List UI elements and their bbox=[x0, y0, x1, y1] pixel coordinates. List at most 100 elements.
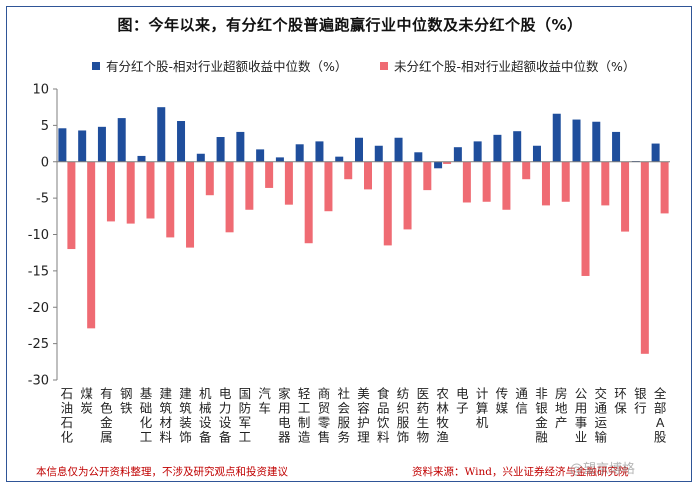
bar-series-2 bbox=[522, 161, 531, 180]
bar-series-1 bbox=[513, 131, 522, 162]
y-tick-label: -15 bbox=[28, 264, 49, 279]
bar-series-2 bbox=[640, 161, 649, 354]
bar-series-2 bbox=[502, 161, 511, 210]
chart-title: 图：今年以来，有分红个股普遍跑赢行业中位数及未分红个股（%） bbox=[117, 16, 583, 34]
x-tick-label: 食品饮料 bbox=[377, 386, 390, 445]
x-tick-label: 银行 bbox=[634, 386, 647, 416]
y-tick-label: -5 bbox=[36, 192, 49, 207]
bar-series-2 bbox=[87, 161, 96, 329]
x-tick-label: 有色金属 bbox=[100, 386, 113, 445]
x-tick-label: 全部 A 股 bbox=[654, 386, 667, 445]
bar-series-2 bbox=[423, 161, 432, 191]
chart-frame bbox=[6, 6, 692, 482]
x-tick-label: 机械设备 bbox=[199, 386, 212, 445]
bar-series-2 bbox=[265, 161, 274, 188]
bar-series-2 bbox=[67, 161, 76, 250]
bar-series-1 bbox=[335, 156, 344, 162]
x-tick-label: 医药生物 bbox=[417, 386, 430, 445]
bar-series-2 bbox=[245, 161, 254, 210]
bar-series-1 bbox=[532, 145, 541, 162]
x-tick-label: 农林牧渔 bbox=[436, 386, 449, 445]
bar-series-1 bbox=[374, 145, 383, 162]
bar-series-1 bbox=[315, 141, 324, 162]
disclaimer-note: 本信息仅为公开资料整理，不涉及研究观点和投资建议 bbox=[36, 466, 288, 478]
x-tick-label: 传媒 bbox=[496, 386, 509, 416]
x-tick-label: 煤炭 bbox=[80, 386, 93, 416]
bar-series-2 bbox=[443, 161, 452, 164]
x-tick-label: 社会服务 bbox=[337, 386, 350, 445]
x-tick-label: 钢铁 bbox=[120, 386, 133, 416]
bar-series-1 bbox=[473, 141, 482, 162]
legend: 有分红个股-相对行业超额收益中位数（%） 未分红个股-相对行业超额收益中位数（%… bbox=[0, 56, 700, 76]
bar-series-1 bbox=[78, 130, 87, 162]
bar-series-1 bbox=[552, 113, 561, 162]
y-tick-label: -10 bbox=[28, 228, 49, 243]
x-tick-label: 交通运输 bbox=[595, 386, 608, 445]
legend-label-series-1: 有分红个股-相对行业超额收益中位数（%） bbox=[106, 59, 348, 74]
bar-series-2 bbox=[561, 161, 570, 202]
watermark: @望京博格 bbox=[570, 462, 636, 477]
source-note: 资料来源：Wind，兴业证券经济与金融研究院 bbox=[412, 466, 629, 478]
bar-series-2 bbox=[601, 161, 610, 206]
bar-series-1 bbox=[58, 128, 67, 162]
bar-series-2 bbox=[146, 161, 155, 219]
bar-series-1 bbox=[275, 157, 284, 162]
x-tick-label: 国防军工 bbox=[239, 386, 252, 445]
bar-series-1 bbox=[612, 131, 621, 162]
bar-series-2 bbox=[344, 161, 353, 180]
y-tick-label: -25 bbox=[28, 337, 49, 352]
bar-series-1 bbox=[295, 144, 304, 162]
bar-series-2 bbox=[304, 161, 313, 244]
y-tick-label: 0 bbox=[41, 155, 49, 170]
bar-series-2 bbox=[462, 161, 471, 203]
bar-series-1 bbox=[355, 137, 363, 162]
bar-series-2 bbox=[225, 161, 234, 233]
bar-series-2 bbox=[126, 161, 135, 224]
x-tick-label: 石油石化 bbox=[61, 386, 74, 445]
bar-series-1 bbox=[216, 137, 225, 162]
y-tick-label: -30 bbox=[28, 374, 49, 389]
x-tick-label: 非银金融 bbox=[535, 386, 548, 445]
bar-series-2 bbox=[284, 161, 293, 205]
bar-series-1 bbox=[434, 161, 443, 169]
x-tick-label: 家用电器 bbox=[278, 386, 291, 445]
bar-series-1 bbox=[592, 121, 601, 162]
y-tick-label: 5 bbox=[41, 119, 49, 134]
legend-label-series-2: 未分红个股-相对行业超额收益中位数（%） bbox=[394, 59, 636, 74]
bar-series-2 bbox=[581, 161, 590, 276]
bar-series-2 bbox=[403, 161, 412, 230]
legend-swatch-series-1 bbox=[92, 61, 100, 70]
bar-series-1 bbox=[414, 152, 423, 162]
bar-series-1 bbox=[453, 147, 462, 162]
x-tick-label: 纺织服饰 bbox=[397, 386, 410, 445]
bar-series-1 bbox=[97, 126, 106, 162]
x-tick-label: 环保 bbox=[614, 386, 627, 416]
bar-series-1 bbox=[394, 137, 403, 162]
x-tick-label: 计算机 bbox=[476, 386, 489, 430]
x-tick-label: 汽车 bbox=[258, 386, 271, 416]
y-tick-label: 10 bbox=[32, 83, 49, 98]
x-tick-label: 商贸零售 bbox=[318, 386, 331, 445]
x-tick-label: 公用事业 bbox=[575, 386, 588, 445]
bar-series-2 bbox=[106, 161, 115, 222]
x-tick-label: 建筑材料 bbox=[160, 386, 173, 445]
bar-series-2 bbox=[166, 161, 175, 238]
bar-series-1 bbox=[196, 153, 205, 162]
bar-series-1 bbox=[572, 119, 581, 162]
x-tick-label: 房地产 bbox=[555, 386, 568, 430]
x-tick-label: 建筑装饰 bbox=[179, 386, 192, 445]
bar-series-2 bbox=[324, 161, 333, 212]
bar-series-1 bbox=[157, 107, 166, 162]
bar-series-2 bbox=[205, 161, 214, 196]
x-tick-label: 电力设备 bbox=[219, 386, 232, 445]
bar-series-2 bbox=[482, 161, 491, 202]
x-tick-label: 电子 bbox=[456, 386, 469, 416]
legend-item-series-2: 未分红个股-相对行业超额收益中位数（%） bbox=[380, 56, 635, 75]
bar-series-2 bbox=[541, 161, 550, 206]
bar-series-2 bbox=[383, 161, 392, 246]
bar-series-1 bbox=[137, 155, 146, 162]
bar-series-1 bbox=[177, 121, 186, 162]
bar-series-1 bbox=[117, 118, 126, 162]
x-tick-label: 美容护理 bbox=[357, 386, 370, 445]
